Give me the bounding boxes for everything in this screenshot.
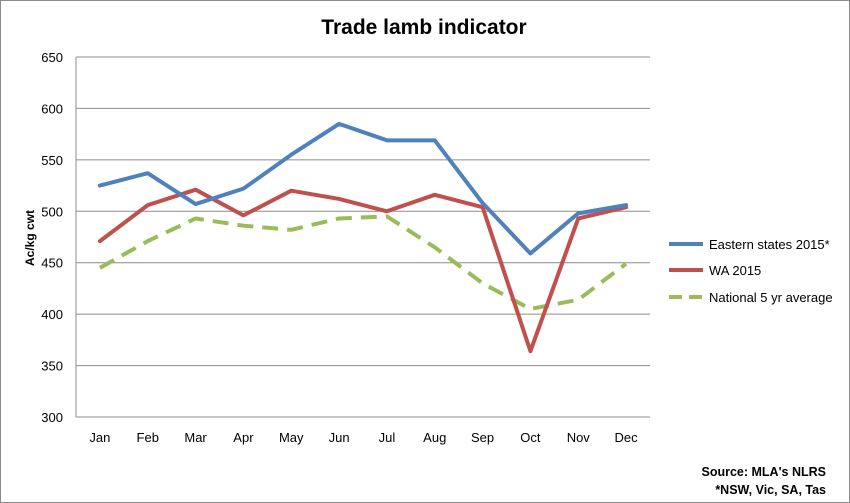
series-line-2 [98,214,628,311]
legend: Eastern states 2015* WA 2015 National 5 yr… [669,237,833,305]
x-tick-label: Jun [329,430,350,445]
x-tick-label: Dec [615,430,639,445]
x-tick-label: Mar [184,430,207,445]
y-axis-ticks: 300 350 400 450 500 550 600 650 [41,50,63,425]
y-tick-label: 350 [41,359,63,374]
x-tick-label: Sep [471,430,494,445]
y-tick-label: 650 [41,50,63,65]
y-tick-label: 550 [41,153,63,168]
y-axis-label: Ac/kg cwt [23,210,37,266]
y-tick-label: 300 [41,410,63,425]
x-tick-label: Jan [89,430,110,445]
series-line-0 [97,121,629,256]
x-tick-label: Nov [567,430,591,445]
legend-label-1: WA 2015 [709,263,761,278]
x-tick-label: Aug [423,430,446,445]
grid [75,56,650,418]
legend-label-0: Eastern states 2015* [709,237,830,252]
y-tick-label: 400 [41,307,63,322]
x-tick-label: Oct [520,430,541,445]
x-tick-label: Apr [233,430,254,445]
y-tick-label: 500 [41,204,63,219]
series-lines [97,121,629,354]
source-note: Source: MLA's NLRS [701,465,826,479]
chart-title: Trade lamb indicator [321,16,526,39]
series-line-1 [97,187,629,354]
legend-label-2: National 5 yr average [709,290,833,305]
y-tick-label: 450 [41,256,63,271]
x-tick-label: May [279,430,304,445]
y-tick-label: 600 [41,101,63,116]
x-tick-label: Feb [137,430,159,445]
x-tick-label: Jul [379,430,396,445]
region-footnote: *NSW, Vic, SA, Tas [715,483,826,497]
x-axis-ticks: Jan Feb Mar Apr May Jun Jul Aug Sep Oct Nov Dec [89,430,638,445]
